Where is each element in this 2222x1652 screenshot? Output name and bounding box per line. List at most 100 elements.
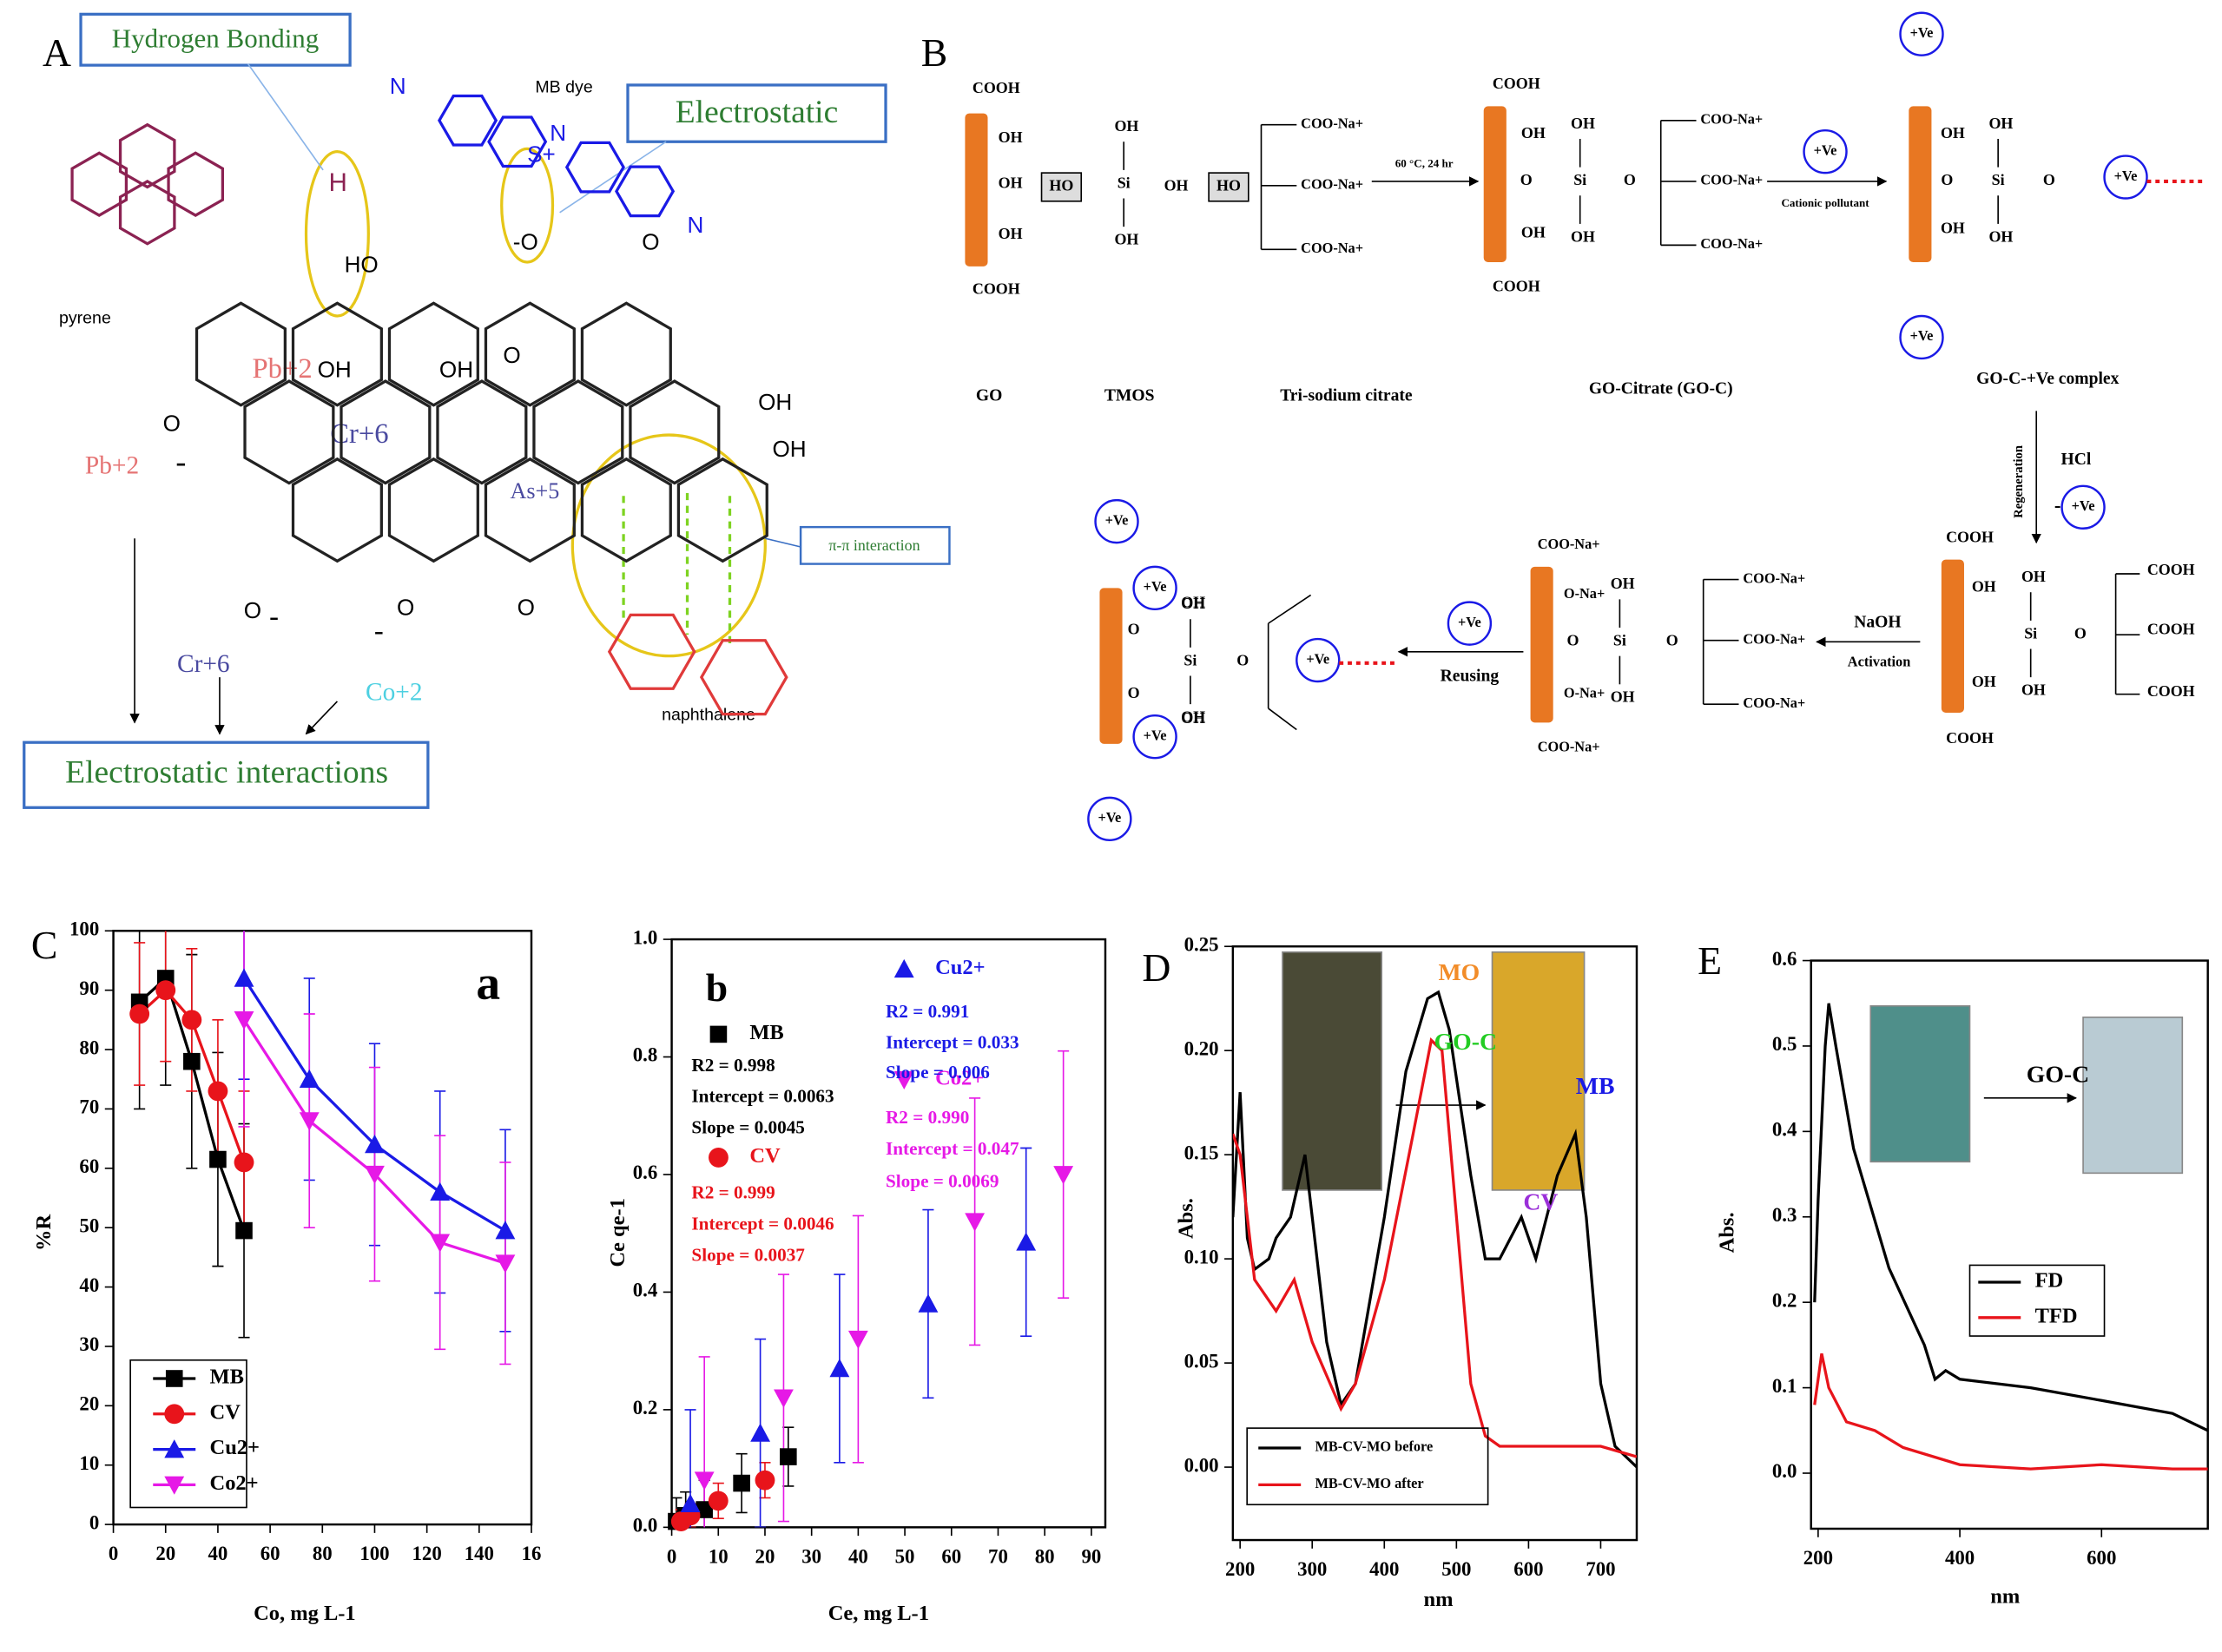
- label: OH: [758, 389, 792, 415]
- x-tick-label: 700: [1586, 1558, 1615, 1580]
- arrow: [305, 701, 339, 735]
- plot-area: [1813, 1003, 2208, 1471]
- legend-label: MB-CV-MO before: [1315, 1438, 1434, 1455]
- marker: [680, 1493, 701, 1513]
- y-tick-label: 0.8: [633, 1044, 658, 1066]
- marker: [209, 1150, 227, 1168]
- x-tick-label: 200: [1803, 1547, 1833, 1569]
- label: OH: [1988, 227, 2013, 245]
- plot-frame: [1810, 959, 2209, 1530]
- legend-label: CV: [749, 1144, 781, 1168]
- y-axis-label: %R: [32, 1214, 56, 1250]
- y-axis-label: Abs.: [1174, 1198, 1197, 1239]
- label: +Ve: [2072, 497, 2095, 514]
- connector: [559, 141, 667, 214]
- y-tick-label: 20: [79, 1393, 99, 1415]
- label: OH: [1611, 688, 1635, 706]
- label: Si: [1613, 631, 1626, 648]
- chart: 0 20 40 60 80 100 120 140 1601020304050607080901…: [31, 918, 542, 1626]
- annotation: GO-C: [1434, 1029, 1497, 1056]
- ve-circle: [1132, 714, 1177, 760]
- label: naphthalene: [662, 705, 755, 724]
- label: O: [2043, 171, 2055, 188]
- label: O: [163, 411, 181, 437]
- label: π-π interaction: [828, 536, 920, 554]
- ring: [436, 379, 528, 485]
- label: -: [269, 602, 279, 633]
- annotation: CV: [1523, 1189, 1558, 1216]
- ring: [532, 379, 624, 485]
- ring: [195, 301, 287, 407]
- annotation: Intercept = 0.047: [886, 1138, 1019, 1159]
- ring: [118, 180, 176, 246]
- label: OH: [2021, 681, 2046, 699]
- ve-circle: [1296, 637, 1341, 683]
- ring: [580, 457, 672, 563]
- label: O: [1941, 171, 1953, 188]
- label: OH: [999, 174, 1023, 191]
- label: +Ve: [1306, 650, 1329, 667]
- graphene-rod: [1483, 106, 1507, 262]
- label: OH: [439, 357, 473, 383]
- y-tick-label: 30: [79, 1333, 99, 1355]
- label: HO: [1216, 177, 1241, 194]
- annotation: MB: [1576, 1073, 1615, 1100]
- x-tick-label: 80: [1035, 1545, 1055, 1567]
- label: COOH: [1946, 528, 1994, 545]
- annotation: Slope = 0.006: [886, 1062, 990, 1083]
- marker: [893, 1070, 914, 1090]
- marker: [733, 1474, 750, 1492]
- x-tick-label: 80: [313, 1543, 333, 1564]
- label: HO: [345, 252, 379, 278]
- annotation: Slope = 0.0037: [691, 1245, 805, 1266]
- label: Cationic pollutant: [1781, 196, 1869, 209]
- label: Pb+2: [252, 353, 312, 385]
- label: Si: [2024, 624, 2037, 642]
- label: OH: [1941, 124, 1965, 142]
- box: [1208, 172, 1249, 202]
- annotation: R2 = 0.991: [886, 1001, 969, 1022]
- label: +Ve: [1105, 511, 1129, 528]
- legend-box: [1968, 1264, 2106, 1337]
- panel-a: A Hydrogen Bonding MB dye Electrostatic …: [23, 12, 951, 809]
- annotation: Slope = 0.0069: [886, 1171, 999, 1192]
- marker: [129, 1004, 150, 1024]
- legend-label: MB: [749, 1021, 783, 1044]
- plot-frame: [1231, 944, 1638, 1542]
- legend-label: MB: [210, 1366, 244, 1389]
- annotation: GO-C: [2027, 1062, 2089, 1089]
- marker: [965, 1213, 986, 1232]
- x-tick-label: 600: [2087, 1547, 2116, 1569]
- ve-circle: [1087, 796, 1132, 842]
- x-tick-label: 500: [1441, 1558, 1471, 1580]
- label: +Ve: [1098, 809, 1121, 826]
- marker: [299, 1069, 320, 1089]
- ring: [70, 151, 129, 217]
- label: OH: [318, 357, 352, 383]
- ring: [118, 122, 176, 189]
- label: OH: [1571, 115, 1595, 132]
- label: -: [374, 615, 384, 647]
- x-tick-label: 400: [1945, 1547, 1975, 1569]
- x-tick-label: 300: [1297, 1558, 1327, 1580]
- annotation: Intercept = 0.0046: [691, 1214, 834, 1234]
- label: Si: [1184, 651, 1197, 668]
- marker: [847, 1330, 868, 1350]
- graphene-rod: [1530, 566, 1553, 723]
- label: OH: [1521, 124, 1546, 142]
- y-axis-label: Ce qe-1: [606, 1198, 630, 1267]
- panel-label: E: [1698, 938, 1722, 983]
- y-tick-label: 0.3: [1772, 1204, 1797, 1226]
- photo: [2082, 1017, 2184, 1175]
- label: OH: [1941, 220, 1965, 237]
- label: As+5: [511, 478, 560, 503]
- marker: [495, 1221, 516, 1240]
- ring: [387, 457, 479, 563]
- annotation: Intercept = 0.033: [886, 1032, 1019, 1053]
- label: OH: [1164, 177, 1189, 194]
- panel-label: B: [921, 30, 947, 75]
- legend-label: Co2+: [210, 1471, 259, 1495]
- ve-circle: [1803, 128, 1848, 174]
- label: COO-Na+: [1743, 569, 1805, 586]
- label: +Ve: [2114, 168, 2138, 184]
